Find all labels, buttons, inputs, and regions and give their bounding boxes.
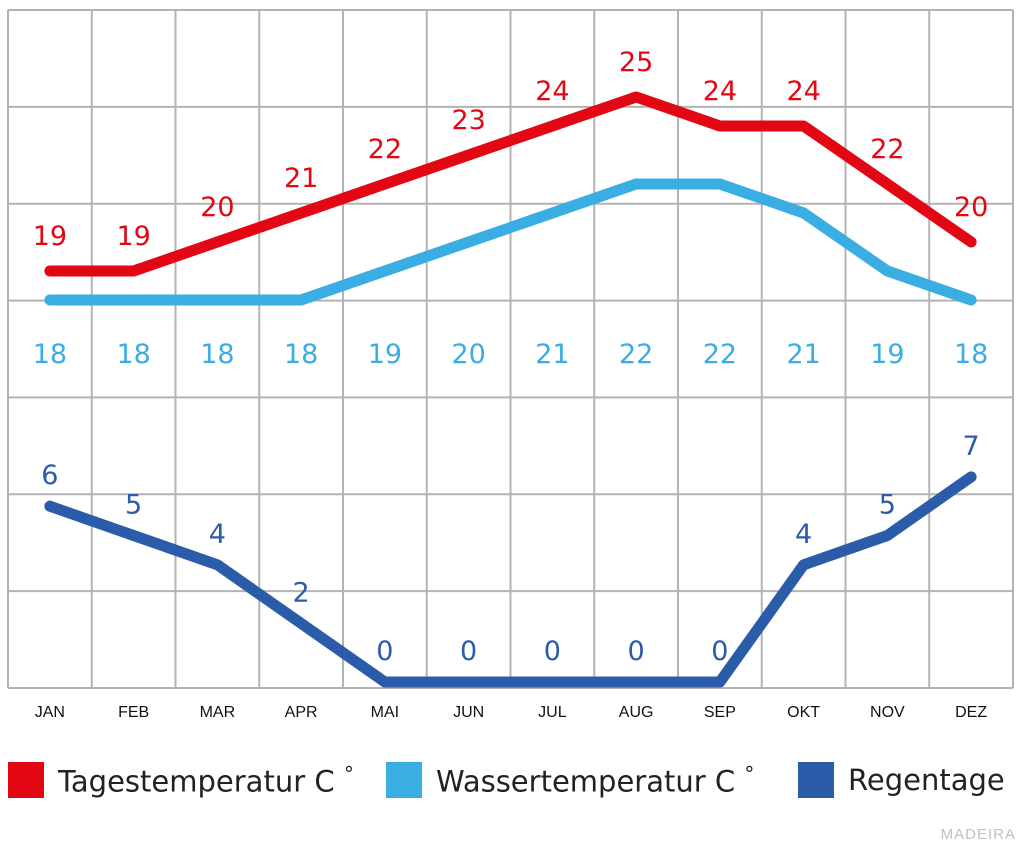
chart-grid [7,9,1014,689]
month-label: JUL [538,704,567,721]
value-label-temp: 25 [619,47,653,78]
value-label-water: 19 [870,339,904,370]
value-label-temp: 20 [200,192,234,223]
month-label: NOV [870,704,905,721]
month-label: MAR [200,704,236,721]
series-line-rain [44,471,977,688]
value-label-rain: 7 [963,431,980,462]
value-label-water: 18 [33,339,67,370]
value-label-temp: 22 [870,134,904,165]
month-label: FEB [118,704,149,721]
value-label-temp: 24 [703,76,737,107]
value-label-rain: 0 [544,636,561,667]
value-label-rain: 6 [41,460,58,491]
series-line-temp [44,91,977,277]
legend-temp-swatch [8,762,44,799]
value-label-rain: 5 [125,490,142,521]
value-label-rain: 0 [711,636,728,667]
month-labels: JAN FEB MAR APR MAI JUN JUL AUG SEP OKT NOV DEZ [35,704,988,721]
value-label-temp: 24 [786,76,820,107]
month-label: JUN [453,704,484,721]
value-label-water: 19 [368,339,402,370]
month-label: APR [285,704,318,721]
series-layer [44,91,977,688]
value-label-water: 18 [200,339,234,370]
legend-temp: Tagestemperatur C ° [8,762,354,799]
value-label-temp: 19 [33,221,67,252]
value-label-temp: 22 [368,134,402,165]
value-label-water: 22 [703,339,737,370]
footer-label: MADEIRA [940,826,1016,843]
value-label-water: 18 [284,339,318,370]
value-label-rain: 5 [879,490,896,521]
legend-rain: Regentage [798,762,1005,798]
value-label-water: 18 [954,339,988,370]
value-label-rain: 0 [376,636,393,667]
value-label-temp: 20 [954,192,988,223]
legend-water: Wassertemperatur C ° [386,762,754,799]
value-label-temp: 23 [451,105,485,136]
month-label: MAI [371,704,399,721]
value-label-water: 22 [619,339,653,370]
value-label-temp: 24 [535,76,569,107]
month-label: AUG [619,704,654,721]
month-label: DEZ [955,704,987,721]
value-label-rain: 4 [209,519,226,550]
legend-rain-swatch [798,762,834,798]
legend-temp-label: Tagestemperatur C ° [58,762,354,799]
value-label-water: 18 [116,339,150,370]
month-label: OKT [787,704,820,721]
legend-rain-label: Regentage [848,763,1005,797]
month-label: SEP [704,704,736,721]
value-label-temp: 19 [116,221,150,252]
value-label-rain: 0 [460,636,477,667]
value-label-water: 21 [535,339,569,370]
value-label-rain: 0 [628,636,645,667]
series-line-water [44,178,977,306]
value-label-water: 20 [451,339,485,370]
month-label: JAN [35,704,65,721]
value-label-rain: 4 [795,519,812,550]
value-label-temp: 21 [284,163,318,194]
legend-water-label: Wassertemperatur C ° [436,762,755,799]
legend-water-swatch [386,762,422,799]
value-label-rain: 2 [293,577,310,608]
value-label-water: 21 [786,339,820,370]
